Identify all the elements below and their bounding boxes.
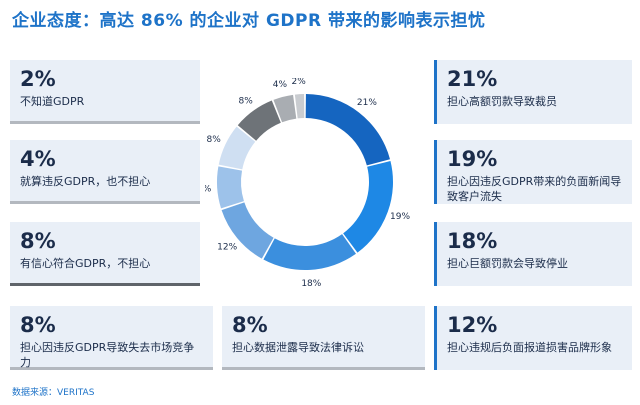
card-percent: 12% [447, 313, 498, 337]
card-brand-damage: 12% 担心违规后负面报道损害品牌形象 [434, 306, 632, 370]
card-competitiveness: 8% 担心因违反GDPR导致失去市场竞争力 [10, 306, 213, 370]
card-percent: 8% [232, 313, 268, 337]
slice-label: 12% [217, 242, 237, 252]
card-not-worried: 4% 就算违反GDPR，也不担心 [10, 140, 200, 204]
card-text: 担心因违反GDPR导致失去市场竞争力 [20, 341, 195, 369]
card-percent: 19% [447, 147, 498, 171]
card-litigation: 8% 担心数据泄露导致法律诉讼 [222, 306, 425, 370]
donut-slice [294, 94, 305, 119]
data-source: 数据来源：VERITAS [12, 388, 95, 398]
card-text: 有信心符合GDPR，不担心 [20, 257, 151, 270]
donut-slice [273, 94, 297, 123]
card-percent: 4% [20, 147, 56, 171]
slice-label: 8% [205, 184, 212, 194]
card-text: 担心违规后负面报道损害品牌形象 [447, 341, 612, 354]
card-layoffs: 21% 担心高额罚款导致裁员 [434, 60, 632, 124]
chart-title: 企业态度：高达 86% 的企业对 GDPR 带来的影响表示担忧 [12, 11, 486, 31]
card-text: 担心巨额罚款会导致停业 [447, 257, 568, 270]
slice-label: 19% [390, 212, 410, 222]
card-text: 担心因违反GDPR带来的负面新闻导致客户流失 [447, 175, 622, 203]
donut-slice [263, 234, 356, 270]
card-percent: 8% [20, 313, 56, 337]
card-text: 担心高额罚款导致裁员 [447, 95, 557, 108]
slice-label: 8% [238, 96, 253, 106]
donut-chart: 21% 19% 18% 12% 8% 8% 8% 4% 2% [205, 78, 410, 288]
card-text: 就算违反GDPR，也不担心 [20, 175, 151, 188]
card-percent: 18% [447, 229, 498, 253]
card-text: 担心数据泄露导致法律诉讼 [232, 341, 364, 354]
slice-label: 18% [301, 279, 321, 288]
donut-slice [305, 94, 391, 166]
card-percent: 21% [447, 67, 498, 91]
card-confident: 8% 有信心符合GDPR，不担心 [10, 222, 200, 286]
slice-label: 21% [357, 98, 377, 108]
donut-slice [217, 166, 244, 209]
slice-label: 4% [273, 80, 288, 90]
slice-label: 8% [206, 135, 221, 145]
card-percent: 8% [20, 229, 56, 253]
slice-label: 2% [292, 78, 307, 87]
card-text: 不知道GDPR [20, 95, 85, 108]
card-unaware: 2% 不知道GDPR [10, 60, 200, 124]
card-percent: 2% [20, 67, 56, 91]
donut-slice [343, 161, 393, 253]
donut-slice [237, 100, 281, 141]
card-shutdown: 18% 担心巨额罚款会导致停业 [434, 222, 632, 286]
donut-slice [221, 202, 274, 259]
card-customer-loss: 19% 担心因违反GDPR带来的负面新闻导致客户流失 [434, 140, 632, 204]
donut-slice [218, 126, 256, 170]
